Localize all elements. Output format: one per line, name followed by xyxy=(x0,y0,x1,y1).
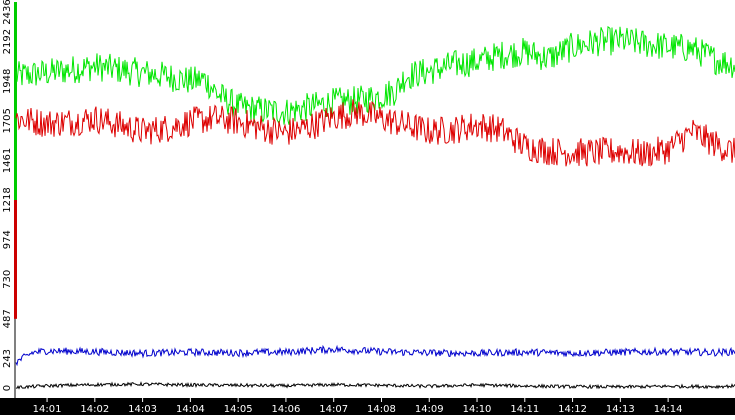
y-tick-label: 2436 xyxy=(2,0,13,25)
series-line-0 xyxy=(15,26,735,126)
x-tick-label: 14:01 xyxy=(33,404,62,415)
series-line-1 xyxy=(15,99,735,167)
y-tick-label: 730 xyxy=(2,270,13,289)
x-tick-label: 14:03 xyxy=(128,404,157,415)
x-axis: 14:01 14:02 14:03 14:04 14:05 14:06 14:07 14:08… xyxy=(0,398,735,415)
x-axis-band xyxy=(0,398,735,415)
y-axis-range-marker xyxy=(14,200,17,319)
y-tick-label: 1218 xyxy=(2,187,13,212)
series-lines xyxy=(15,26,735,390)
y-tick-label: 1461 xyxy=(2,148,13,173)
y-axis-range-marker xyxy=(14,2,17,200)
y-tick-label: 0 xyxy=(2,385,13,391)
y-tick-label: 487 xyxy=(2,309,13,328)
x-tick-label: 14:09 xyxy=(415,404,444,415)
x-tick-label: 14:11 xyxy=(510,404,539,415)
series-line-3 xyxy=(15,381,735,390)
y-tick-label: 243 xyxy=(2,349,13,368)
x-tick-label: 14:07 xyxy=(319,404,348,415)
x-tick-label: 14:06 xyxy=(272,404,301,415)
series-line-2 xyxy=(15,344,735,367)
y-axis: 0 243 487 730 974 1218 1461 1705 1948 2192 2436 xyxy=(2,0,17,398)
x-tick-label: 14:04 xyxy=(176,404,205,415)
y-tick-label: 974 xyxy=(2,230,13,249)
x-tick-label: 14:12 xyxy=(558,404,587,415)
x-tick-label: 14:14 xyxy=(654,404,683,415)
x-tick-label: 14:10 xyxy=(463,404,492,415)
x-tick-label: 14:05 xyxy=(224,404,253,415)
y-tick-label: 1948 xyxy=(2,69,13,94)
y-tick-label: 2192 xyxy=(2,29,13,54)
x-tick-label: 14:02 xyxy=(80,404,109,415)
y-tick-label: 1705 xyxy=(2,108,13,133)
x-tick-label: 14:13 xyxy=(606,404,635,415)
x-tick-label: 14:08 xyxy=(367,404,396,415)
